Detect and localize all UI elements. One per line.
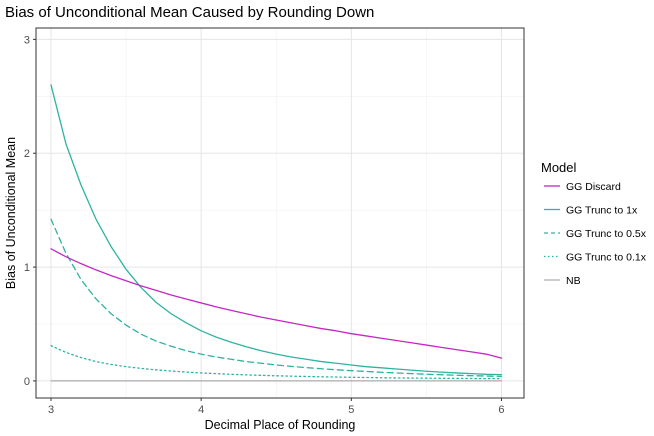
- series-line-gg-trunc-to-1x: [50, 84, 503, 376]
- legend-label: GG Trunc to 0.5x: [566, 228, 647, 240]
- legend-item: GG Trunc to 0.5x: [544, 228, 647, 240]
- series-line-gg-trunc-to-0-5x: [50, 218, 503, 378]
- y-tick-label: 3: [24, 34, 30, 46]
- legend: Model GG Discard GG Trunc to 1x GG Trunc t…: [541, 160, 647, 287]
- legend-item: GG Trunc to 0.1x: [544, 252, 647, 264]
- plot-border: [35, 27, 525, 399]
- x-axis: 3 4 5 6: [48, 398, 505, 416]
- legend-title: Model: [541, 160, 577, 175]
- chart-title: Bias of Unconditional Mean Caused by Rou…: [5, 4, 374, 21]
- y-tick-label: 0: [24, 376, 30, 388]
- y-axis-label: Bias of Unconditional Mean: [4, 137, 18, 289]
- legend-item: GG Trunc to 1x: [544, 205, 638, 217]
- legend-item: NB: [544, 275, 581, 287]
- x-tick-label: 3: [48, 404, 54, 416]
- plot-background: [36, 28, 524, 398]
- legend-items: GG Discard GG Trunc to 1x GG Trunc to 0.5x…: [544, 181, 647, 287]
- x-tick-label: 5: [348, 404, 354, 416]
- x-tick-label: 4: [198, 404, 204, 416]
- legend-label: GG Trunc to 0.1x: [566, 252, 647, 264]
- y-tick-label: 2: [24, 148, 30, 160]
- legend-label: GG Trunc to 1x: [566, 205, 638, 217]
- series-layer: [50, 84, 503, 382]
- series-line-gg-trunc-to-0-1x: [50, 344, 503, 380]
- y-axis: 0 1 2 3: [24, 34, 36, 388]
- y-tick-label: 1: [24, 262, 30, 274]
- x-axis-label: Decimal Place of Rounding: [205, 418, 356, 432]
- legend-item: GG Discard: [544, 181, 621, 193]
- legend-label: GG Discard: [566, 181, 621, 193]
- plot-area: [35, 27, 525, 399]
- x-tick-label: 6: [498, 404, 504, 416]
- legend-label: NB: [566, 275, 581, 287]
- series-line-gg-discard: [50, 248, 503, 359]
